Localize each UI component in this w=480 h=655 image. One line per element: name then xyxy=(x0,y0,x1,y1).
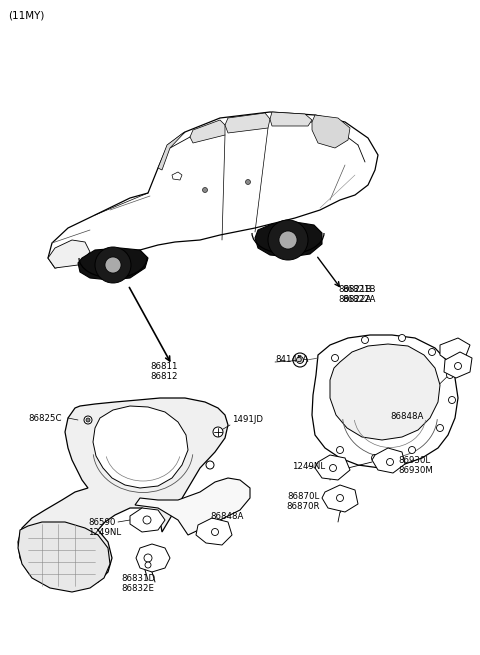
Circle shape xyxy=(361,337,369,343)
Circle shape xyxy=(213,427,223,437)
Polygon shape xyxy=(270,112,312,126)
Text: 86848A: 86848A xyxy=(390,412,423,421)
Polygon shape xyxy=(315,455,350,480)
Polygon shape xyxy=(444,352,472,378)
Polygon shape xyxy=(330,344,440,440)
Polygon shape xyxy=(158,132,185,170)
Circle shape xyxy=(206,461,214,469)
Circle shape xyxy=(448,396,456,403)
Polygon shape xyxy=(172,172,182,180)
Circle shape xyxy=(372,455,379,462)
Circle shape xyxy=(212,529,218,536)
Text: 1491JD: 1491JD xyxy=(232,415,263,424)
Circle shape xyxy=(386,458,394,466)
Circle shape xyxy=(95,247,131,283)
Text: 86870R: 86870R xyxy=(287,502,320,511)
Text: 86811: 86811 xyxy=(150,362,178,371)
Text: 86822A: 86822A xyxy=(338,295,372,304)
Circle shape xyxy=(105,257,121,273)
Circle shape xyxy=(297,356,303,364)
Text: 1249NL: 1249NL xyxy=(88,528,121,537)
Circle shape xyxy=(329,464,336,472)
Text: 86930M: 86930M xyxy=(398,466,433,475)
Polygon shape xyxy=(93,406,188,488)
Circle shape xyxy=(143,516,151,524)
Circle shape xyxy=(84,416,92,424)
Text: 86812: 86812 xyxy=(150,372,178,381)
Text: 86870L: 86870L xyxy=(288,492,320,501)
Circle shape xyxy=(203,187,207,193)
Polygon shape xyxy=(135,478,250,535)
Circle shape xyxy=(398,335,406,341)
Polygon shape xyxy=(18,522,110,592)
Text: 1249NL: 1249NL xyxy=(292,462,325,471)
Text: 86821B: 86821B xyxy=(342,285,375,294)
Text: 86590: 86590 xyxy=(88,518,115,527)
Polygon shape xyxy=(440,338,470,362)
Circle shape xyxy=(429,348,435,356)
Polygon shape xyxy=(136,544,170,572)
Text: 86831D: 86831D xyxy=(121,574,155,583)
Circle shape xyxy=(245,179,251,185)
Text: 86821B: 86821B xyxy=(338,285,372,294)
Text: 86930L: 86930L xyxy=(398,456,430,465)
Polygon shape xyxy=(48,240,90,268)
Circle shape xyxy=(336,447,344,453)
Polygon shape xyxy=(48,112,378,268)
Polygon shape xyxy=(18,398,228,588)
Circle shape xyxy=(336,495,344,502)
Circle shape xyxy=(293,353,307,367)
Polygon shape xyxy=(196,518,232,545)
Circle shape xyxy=(332,354,338,362)
Polygon shape xyxy=(322,485,358,512)
Circle shape xyxy=(268,220,308,260)
Polygon shape xyxy=(312,115,350,148)
Text: 86832E: 86832E xyxy=(121,584,155,593)
Circle shape xyxy=(144,554,152,562)
Circle shape xyxy=(279,231,297,249)
Circle shape xyxy=(86,418,90,422)
Polygon shape xyxy=(78,248,148,280)
Circle shape xyxy=(455,362,461,369)
Polygon shape xyxy=(255,222,322,257)
Text: 84145A: 84145A xyxy=(275,355,308,364)
Polygon shape xyxy=(225,113,270,133)
Circle shape xyxy=(436,424,444,432)
Circle shape xyxy=(145,562,151,568)
Text: (11MY): (11MY) xyxy=(8,10,44,20)
Text: 86848A: 86848A xyxy=(210,512,243,521)
Text: 86825C: 86825C xyxy=(28,414,61,423)
Polygon shape xyxy=(190,120,225,143)
Text: 86822A: 86822A xyxy=(342,295,375,304)
Polygon shape xyxy=(312,335,458,468)
Circle shape xyxy=(408,447,416,453)
Polygon shape xyxy=(372,448,405,473)
Polygon shape xyxy=(130,508,165,532)
Circle shape xyxy=(446,371,454,379)
